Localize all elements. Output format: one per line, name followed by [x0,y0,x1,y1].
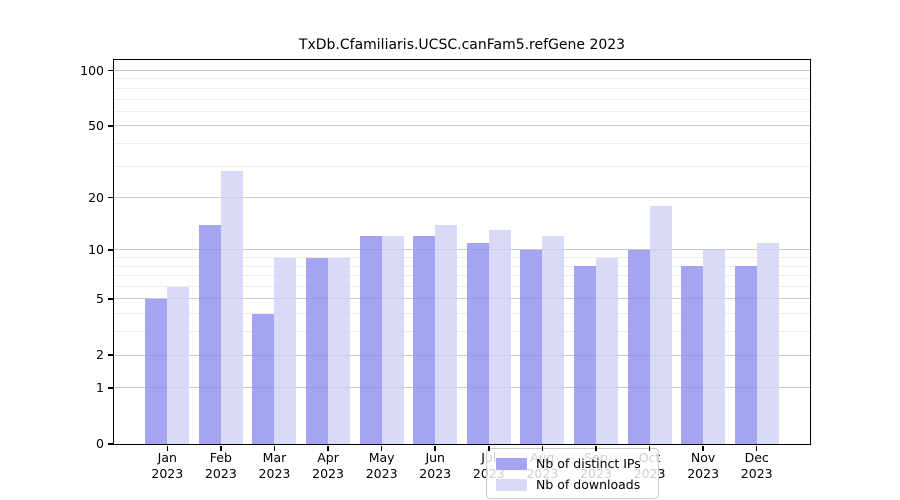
gridline-minor [114,165,810,167]
gridline-major [114,70,810,71]
bar-nb-of-distinct-ips-jun [413,236,436,444]
legend-label-distinct-ips: Nb of distinct IPs [536,455,641,471]
chart-title: TxDb.Cfamiliaris.UCSC.canFam5.refGene 20… [298,37,626,53]
gridline-major [114,387,810,389]
y-tick-label: 50 [88,117,104,133]
bar-nb-of-distinct-ips-may [359,236,382,444]
bar-nb-of-downloads-oct [649,205,672,444]
bar-nb-of-distinct-ips-aug [520,249,543,444]
x-tick-year-label: 2023 [740,465,773,481]
legend: Nb of distinct IPs Nb of downloads [486,448,659,499]
bar-nb-of-downloads-aug [542,236,565,444]
y-tick-label: 20 [88,189,104,205]
gridline-minor [114,98,810,100]
y-tick [108,354,113,356]
y-tick-label: 0 [96,436,104,451]
x-tick-label: May 2023 [342,450,422,481]
x-tick-year-label: 2023 [419,465,452,481]
x-tick [702,445,704,451]
bar-nb-of-distinct-ips-sep [573,266,596,444]
x-tick-year-label: 2023 [312,465,344,481]
gridline-minor [114,313,810,315]
gridline-minor [114,78,810,80]
x-tick [541,445,544,451]
bar-nb-of-downloads-nov [703,249,726,444]
x-tick [220,445,222,451]
gridline-major [114,354,810,356]
gridline-major [114,298,810,300]
bar-nb-of-distinct-ips-oct [627,249,650,444]
bar-nb-of-downloads-may [381,236,404,444]
x-tick [755,445,758,451]
gridline-major [114,125,810,127]
x-tick-label: Jan 2023 [127,450,207,481]
x-tick-year-label: 2023 [687,465,720,481]
bar-nb-of-downloads-feb [220,171,243,444]
bar-nb-of-downloads-sep [595,257,618,444]
legend-item-downloads: Nb of downloads [496,476,649,493]
legend-swatch-distinct-ips [496,457,527,470]
gridline-minor [114,275,810,277]
gridline-minor [114,265,810,267]
bar-nb-of-distinct-ips-jan [145,298,168,444]
x-tick-label: Feb 2023 [181,450,261,481]
y-tick [108,196,113,199]
x-tick [327,445,329,451]
x-tick-year-label: 2023 [365,465,398,481]
y-tick-label: 2 [96,347,104,363]
gridline-minor [114,142,810,144]
bar-nb-of-downloads-jan [167,286,190,444]
y-tick [108,387,113,389]
x-tick-label: Nov 2023 [663,450,743,481]
x-tick-label: Mar 2023 [234,450,314,481]
y-tick [108,69,113,72]
bar-nb-of-downloads-jul [488,230,511,444]
x-tick [380,445,383,451]
bar-nb-of-downloads-dec [756,242,779,444]
x-tick-label: Apr 2023 [288,450,368,481]
x-tick-year-label: 2023 [258,465,291,481]
y-tick [108,443,113,445]
x-tick [434,445,436,451]
bar-nb-of-distinct-ips-mar [252,313,275,444]
x-tick-year-label: 2023 [151,465,184,481]
legend-label-downloads: Nb of downloads [536,476,641,492]
y-tick [108,125,113,127]
y-tick-label: 1 [96,379,104,395]
bar-nb-of-distinct-ips-feb [198,224,221,444]
gridline-major [114,249,810,251]
bar-nb-of-distinct-ips-apr [306,257,329,444]
gridline-major [114,197,810,199]
bar-nb-of-downloads-jun [435,224,458,444]
x-tick-label: Jun 2023 [395,450,475,481]
bar-nb-of-distinct-ips-jul [466,242,489,444]
legend-item-distinct-ips: Nb of distinct IPs [496,455,649,472]
x-tick [166,445,169,451]
y-tick-label: 10 [88,241,104,257]
x-tick [488,445,490,451]
bar-nb-of-downloads-mar [274,257,297,444]
gridline-minor [114,110,810,112]
plot-area: Nb of distinct IPs Nb of downloads [114,60,810,499]
gridline-minor [114,286,810,288]
bar-nb-of-distinct-ips-nov [681,266,704,444]
x-tick [648,445,651,451]
x-tick [595,445,597,451]
gridline-minor [114,87,810,89]
y-tick-label: 100 [80,62,104,78]
gridline-minor [114,257,810,259]
x-tick [273,445,276,451]
legend-swatch-downloads [496,478,527,491]
gridline-minor [114,331,810,333]
y-tick [108,298,113,300]
y-tick-label: 5 [96,290,104,306]
x-tick-year-label: 2023 [204,465,237,481]
bar-nb-of-downloads-apr [328,257,351,444]
bar-nb-of-distinct-ips-dec [734,266,757,444]
x-tick-label: Dec 2023 [717,450,797,481]
y-tick [108,249,113,251]
